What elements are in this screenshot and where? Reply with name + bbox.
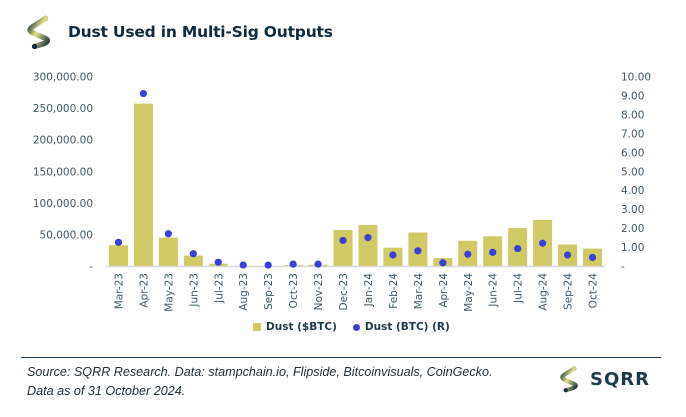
x-axis-tick-label: Jul-24	[513, 273, 525, 304]
left-axis-tick-label: 200,000.00	[33, 135, 93, 147]
source-line-1: Source: SQRR Research. Data: stampchain.…	[27, 365, 493, 379]
dot-jun-24	[489, 248, 497, 256]
x-axis-labels: Mar-23 Apr-23 May-23 Jun-23 Jul-23 Aug-23 Sep-…	[113, 273, 599, 312]
legend-dot-swatch	[352, 323, 360, 331]
bar-apr-23	[133, 103, 153, 266]
right-axis-tick-label: 3.00	[621, 204, 644, 216]
right-axis-tick-label: 5.00	[621, 166, 644, 178]
left-axis-tick-label: 300,000.00	[33, 72, 93, 84]
dot-sep-23	[264, 261, 272, 269]
x-axis-tick-label: Sep-23	[263, 273, 275, 310]
x-axis-tick-label: Aug-23	[238, 273, 250, 311]
dot-oct-23	[289, 260, 297, 268]
x-axis-tick-label: Nov-23	[313, 273, 325, 310]
dot-jun-23	[189, 250, 197, 258]
left-axis-tick-label: 50,000.00	[40, 229, 93, 241]
chart-legend: Dust ($BTC) Dust (BTC) (R)	[253, 321, 466, 333]
dot-jan-24	[364, 233, 372, 242]
left-y-axis: - 50,000.00 100,000.00 150,000.00 200,000.00…	[33, 72, 93, 274]
right-axis-tick-label: 7.00	[621, 128, 644, 140]
right-axis-tick-label: 6.00	[621, 147, 644, 159]
chart-header: Dust Used in Multi-Sig Outputs	[22, 14, 333, 50]
x-axis-tick-label: May-23	[163, 273, 175, 312]
bar-may-23	[158, 237, 178, 266]
legend-item-dust-btc: Dust (BTC) (R)	[352, 321, 450, 333]
x-axis-tick-label: Apr-23	[138, 273, 150, 308]
x-axis-tick-label: Aug-24	[538, 273, 550, 311]
dot-mar-24	[414, 247, 422, 255]
right-axis-tick-label: 2.00	[621, 223, 644, 235]
legend-bar-swatch	[253, 323, 261, 331]
x-axis-tick-label: Jan-24	[363, 273, 375, 308]
dot-dec-23	[339, 236, 347, 245]
dot-jul-23	[214, 258, 222, 266]
dot-nov-23	[314, 260, 322, 268]
bar-series	[108, 103, 603, 266]
dual-axis-chart: - 50,000.00 100,000.00 150,000.00 200,000.00…	[33, 72, 651, 312]
left-axis-tick-label: 250,000.00	[33, 103, 93, 115]
dot-mar-23	[114, 238, 123, 246]
x-axis-tick-label: Feb-24	[388, 273, 400, 309]
left-axis-tick-label: 100,000.00	[33, 198, 93, 210]
brand-footer: SQRR	[556, 364, 650, 394]
x-axis-tick-label: Mar-24	[413, 273, 425, 310]
dot-may-23	[164, 230, 172, 238]
left-axis-tick-label: 150,000.00	[33, 166, 93, 178]
sqrr-logo-icon	[27, 15, 50, 50]
dot-apr-23	[139, 89, 148, 98]
dot-sep-24	[563, 251, 572, 259]
right-axis-tick-label: 9.00	[621, 90, 644, 102]
chart-title: Dust Used in Multi-Sig Outputs	[68, 23, 333, 41]
source-line-2: Data as of 31 October 2024.	[27, 384, 186, 398]
x-axis-tick-label: Jun-23	[188, 273, 200, 308]
dot-jul-24	[514, 244, 522, 253]
dot-apr-24	[439, 259, 447, 267]
bar-jun-23	[183, 255, 203, 266]
bar-jan-24	[358, 224, 378, 266]
x-axis-tick-label: Oct-24	[588, 273, 600, 309]
dot-aug-23	[239, 261, 247, 269]
right-axis-tick-label: 10.00	[621, 72, 651, 84]
x-axis-tick-label: Jun-24	[488, 273, 500, 308]
dot-series	[114, 89, 597, 269]
dot-may-24	[464, 250, 472, 258]
right-axis-tick-label: 4.00	[621, 185, 644, 197]
left-axis-tick-label: -	[89, 261, 93, 273]
legend-item-dust-usd: Dust ($BTC)	[253, 321, 337, 333]
x-axis-tick-label: Mar-23	[113, 273, 125, 309]
x-axis-tick-label: Dec-23	[338, 273, 350, 310]
x-axis-tick-label: Apr-24	[438, 273, 450, 308]
x-axis-tick-label: Oct-23	[288, 273, 300, 308]
footer-divider	[21, 357, 661, 358]
right-axis-tick-label: 8.00	[621, 109, 644, 121]
bar-mar-23	[108, 245, 128, 266]
legend-label-dust-btc: Dust (BTC) (R)	[364, 321, 450, 333]
x-axis-tick-label: Sep-24	[563, 273, 575, 310]
right-axis-tick-label: 1.00	[621, 242, 644, 254]
dot-oct-24	[588, 253, 597, 262]
dot-feb-24	[389, 251, 397, 259]
bar-dec-23	[333, 229, 353, 266]
dot-aug-24	[539, 239, 547, 247]
x-axis-tick-label: Jul-23	[213, 273, 225, 304]
sqrr-logo-icon	[560, 366, 578, 393]
right-axis-tick-label: -	[621, 261, 625, 273]
source-note: Source: SQRR Research. Data: stampchain.…	[27, 363, 492, 401]
brand-name: SQRR	[590, 368, 650, 390]
x-axis-tick-label: May-24	[463, 273, 475, 312]
legend-label-dust-usd: Dust ($BTC)	[266, 321, 337, 333]
right-y-axis: - 1.00 2.00 3.00 4.00 5.00 6.00 7.00 8.00 9.00 10.…	[621, 72, 651, 274]
